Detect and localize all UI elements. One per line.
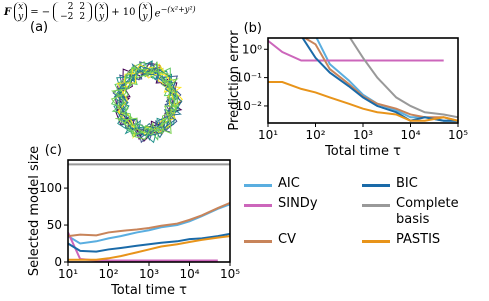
legend-swatch [362,204,390,207]
series-line [268,81,458,122]
eq-equals: = − [30,6,51,18]
y-tick-label: 50 [47,218,62,232]
legend-label: PASTIS [396,232,441,247]
y-axis-label: Selected model size [27,146,42,276]
eq-entry: 2 [79,2,86,12]
eq-exp: e−(x²+y²) [155,5,196,19]
legend-label: BIC [396,176,418,191]
eq-entry: 2 [67,2,74,12]
x-tick-label: 10³ [139,267,159,281]
x-tick-label: 10³ [353,128,373,142]
legend-item: CV [244,232,362,248]
legend-swatch [244,204,272,207]
legend-item: Complete basis [362,196,472,228]
eq-var: x [18,2,24,12]
legend: AIC SINDy CV BIC Complete basis PASTIS [244,176,472,248]
y-tick-label: 10⁻¹ [236,71,263,85]
trajectory [117,61,183,139]
eq-entry: 2 [79,12,86,22]
series-line [301,38,458,122]
legend-label: CV [278,232,296,247]
panel-label: (a) [30,20,49,35]
legend-swatch [244,240,272,243]
y-tick-label: 100 [39,181,62,195]
panel-label: (c) [45,143,62,158]
series-line [348,38,458,119]
legend-swatch [244,184,272,187]
x-tick-label: 10² [98,267,118,281]
axes-frame [267,37,459,124]
eq-var: y [18,12,24,22]
legend-label: AIC [278,176,300,191]
legend-swatch [362,184,390,187]
x-tick-label: 10¹ [58,267,78,281]
panel-label: (b) [244,21,262,36]
series-line [268,39,444,62]
x-axis-label: Total time τ [110,283,187,298]
eq-var: x [142,2,148,12]
eq-entry: −2 [60,12,74,22]
eq-exponent: −(x²+y²) [160,4,196,14]
legend-item: BIC [362,176,472,192]
trajectory [116,63,184,139]
eq-var: y [99,12,105,22]
y-axis-label: Prediction error [227,30,242,131]
eq-var: y [142,12,148,22]
eq-lhs: F [4,6,12,18]
x-tick-label: 10² [305,128,325,142]
series-line [68,232,218,262]
eq-plus: + 10 [111,6,136,18]
legend-item: PASTIS [362,232,472,248]
legend-item: AIC [244,176,362,192]
legend-swatch [362,240,390,243]
series-line [68,232,230,253]
series-line [68,201,230,238]
x-axis-label: Total time τ [324,144,401,159]
legend-item: SINDy [244,196,362,228]
eq-base: e [154,8,161,20]
eq-var: x [99,2,105,12]
x-tick-label: 10⁵ [448,128,468,142]
y-tick-label: 10⁰ [242,42,262,56]
y-tick-label: 10⁻² [236,99,263,113]
trajectory [110,61,180,140]
y-tick-label: 0 [54,255,62,269]
x-tick-label: 10⁴ [400,128,420,142]
series-line [68,235,230,261]
x-tick-label: 10¹ [258,128,278,142]
legend-label: SINDy [278,196,318,211]
axes-frame [67,159,231,263]
paren: 2 −2 2 2 [53,2,93,22]
legend-label: Complete basis [396,196,459,227]
x-tick-label: 10⁵ [220,267,240,281]
x-tick-label: 10⁴ [179,267,199,281]
